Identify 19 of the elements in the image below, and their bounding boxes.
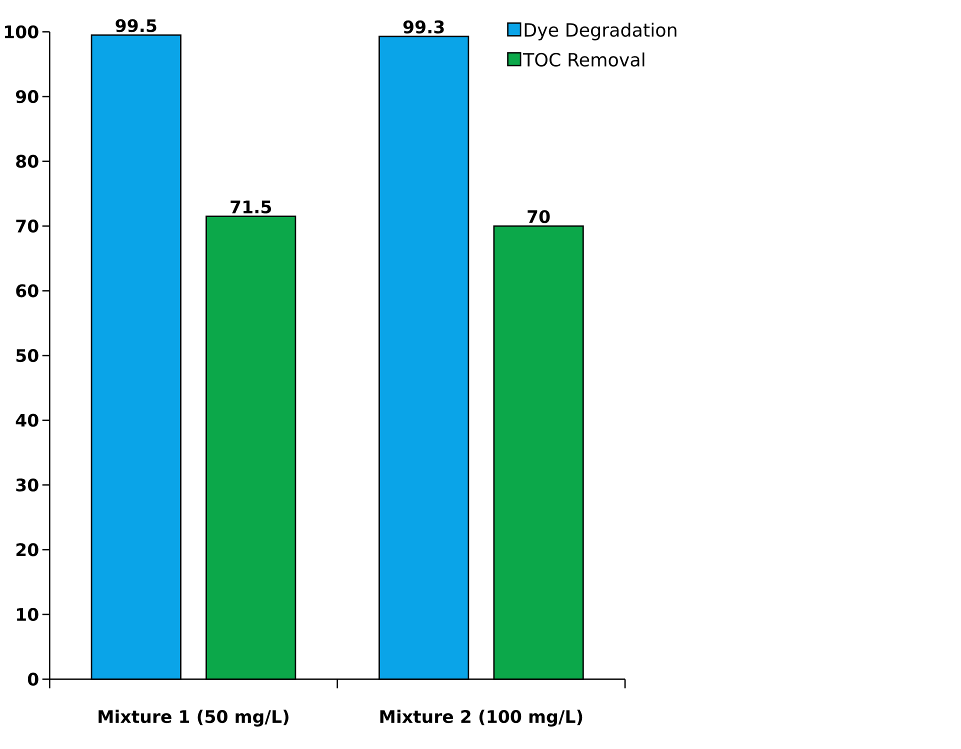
- y-tick-label: 40: [16, 414, 38, 427]
- y-tick-label: 60: [16, 284, 38, 298]
- y-tick-label: 50: [16, 348, 38, 362]
- legend-label: Dye Degradation: [524, 22, 676, 40]
- legend-label: TOC Removal: [523, 52, 644, 66]
- data-label: 70: [528, 210, 550, 224]
- data-label: 71.5: [230, 200, 271, 214]
- data-label: 99.5: [116, 18, 156, 32]
- y-tick-label: 80: [16, 154, 38, 168]
- y-tick-label: 0: [28, 672, 38, 686]
- y-tick-label: 20: [16, 543, 38, 556]
- y-tick-label: 90: [16, 90, 38, 103]
- y-tick-label: 70: [16, 219, 38, 232]
- y-tick-label: 100: [4, 25, 38, 38]
- x-tick-label: Mixture 2 (100 mg/L): [380, 710, 582, 726]
- x-tick-label: Mixture 1 (50 mg/L): [98, 710, 288, 726]
- data-label: 99.3: [403, 20, 444, 34]
- y-tick-label: 30: [16, 478, 38, 492]
- y-tick-label: 10: [17, 608, 38, 621]
